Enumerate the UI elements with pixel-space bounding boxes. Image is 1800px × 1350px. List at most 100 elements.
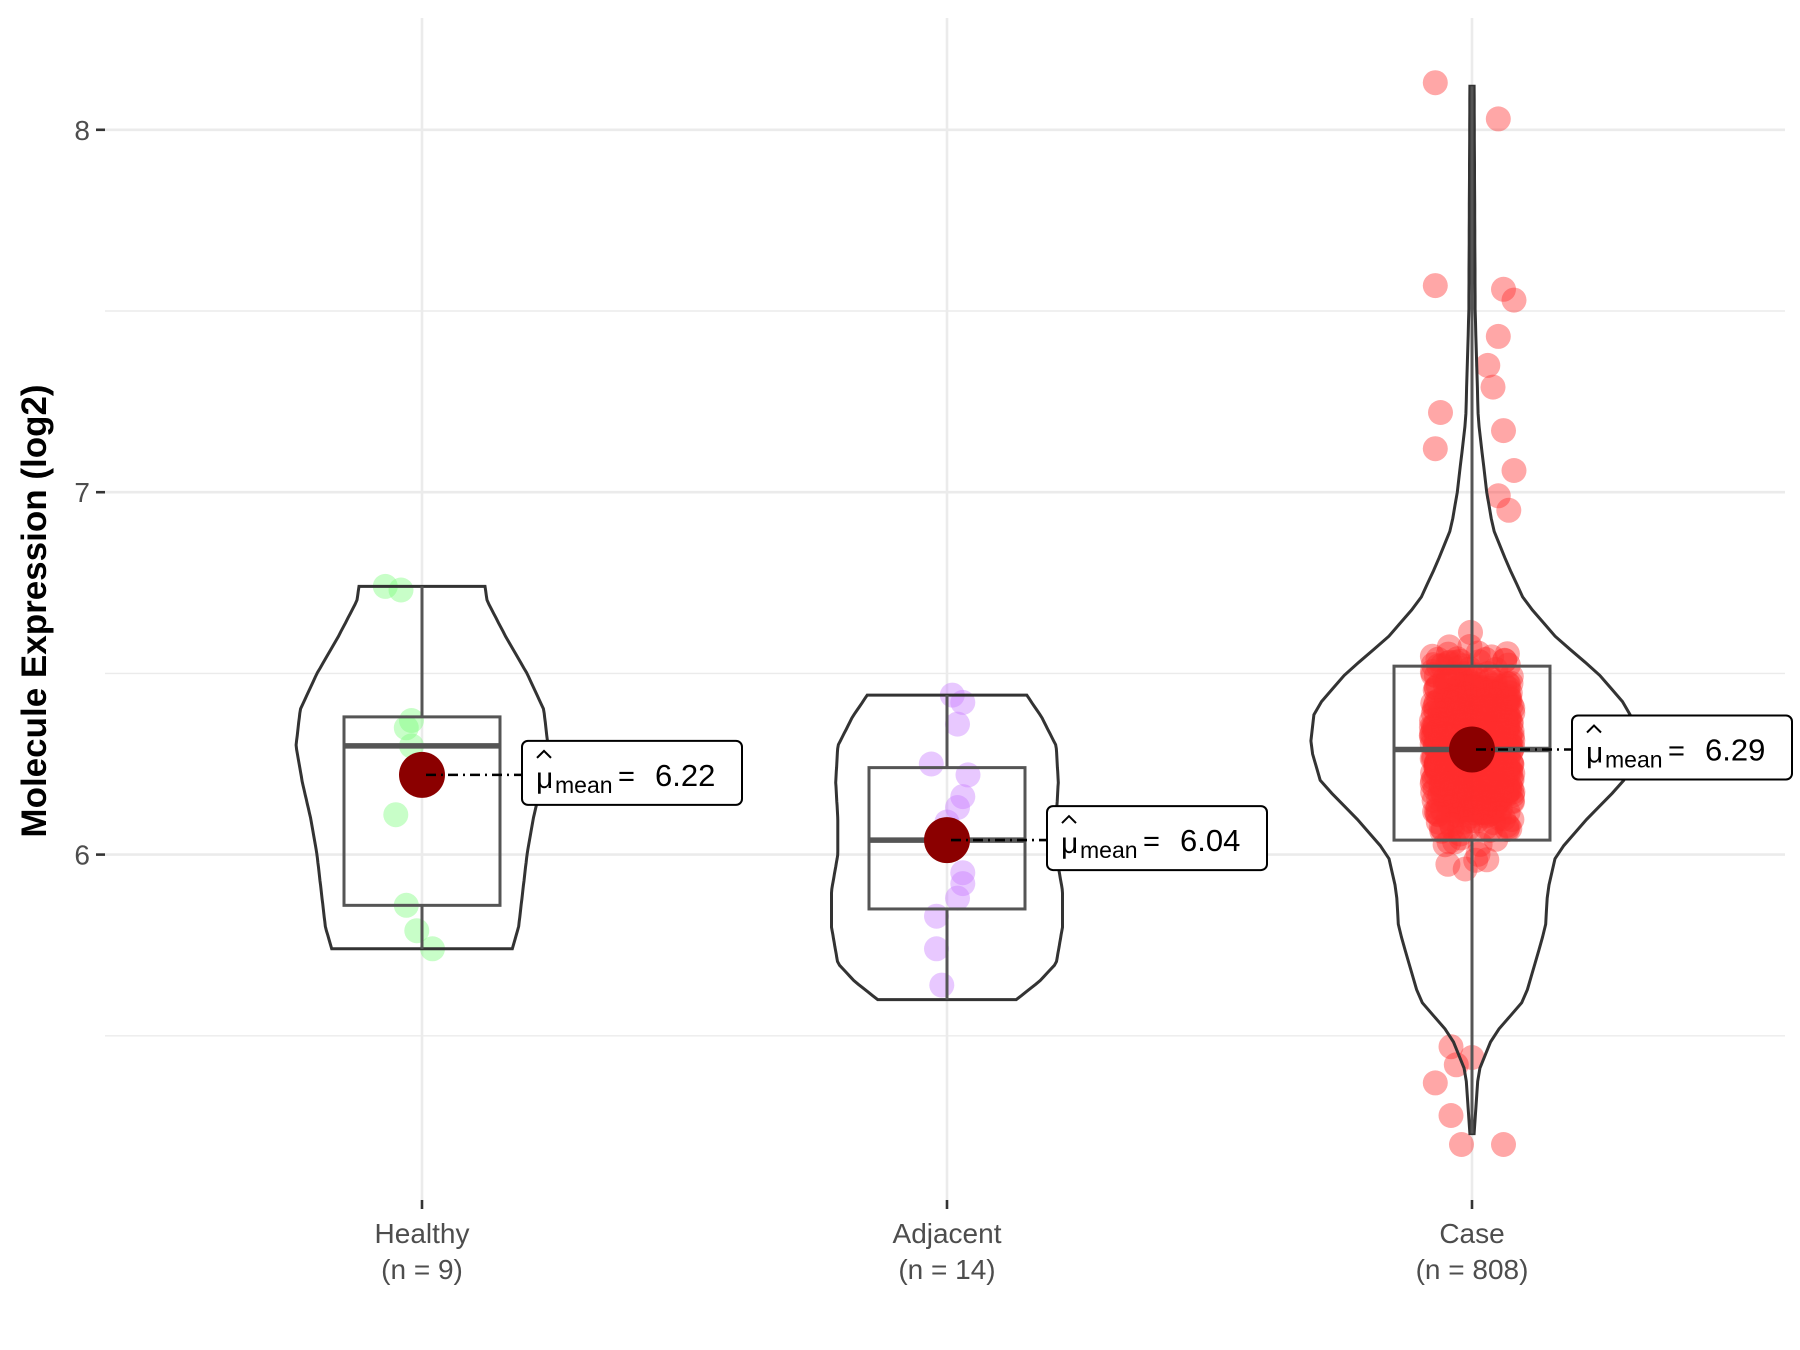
points [372, 573, 445, 962]
data-point [1447, 777, 1473, 802]
data-point [1472, 796, 1498, 822]
data-point [1463, 795, 1489, 821]
mu-symbol: μ [1586, 737, 1603, 770]
data-point [1455, 816, 1481, 842]
data-point [1434, 687, 1460, 713]
mean-point [1449, 726, 1495, 773]
data-point [1459, 791, 1485, 817]
data-point [1451, 681, 1477, 707]
data-point [1492, 747, 1518, 773]
data-point [1455, 772, 1481, 798]
data-point [1437, 689, 1463, 715]
data-point [1434, 711, 1460, 737]
data-point [1498, 750, 1524, 776]
data-point [1438, 812, 1464, 837]
data-point [1479, 783, 1504, 809]
data-point [1476, 695, 1502, 721]
data-point [1478, 685, 1503, 711]
data-point [1422, 734, 1448, 760]
data-point [1480, 709, 1506, 735]
data-point [1419, 643, 1445, 669]
y-axis-title: Molecule Expression (log2) [15, 384, 54, 837]
data-point [1443, 701, 1469, 727]
data-point [1451, 809, 1477, 835]
data-point [1422, 776, 1448, 802]
data-point [1473, 799, 1499, 825]
data-point [1491, 756, 1517, 782]
data-point [1490, 762, 1516, 788]
data-point [1478, 787, 1504, 813]
data-point [1457, 684, 1483, 710]
data-point [1489, 773, 1514, 799]
data-point [1466, 783, 1492, 809]
data-point [1437, 649, 1463, 675]
data-point [1499, 751, 1525, 777]
data-point [1434, 688, 1460, 714]
data-point [1428, 758, 1454, 783]
data-point [1440, 690, 1466, 716]
data-point [1462, 696, 1487, 722]
data-point [1427, 727, 1453, 752]
data-point [1476, 790, 1502, 816]
mean-annotation: μ mean = 6.29 [1571, 714, 1793, 781]
data-point [1443, 675, 1469, 701]
data-point [1485, 687, 1511, 713]
data-point [1498, 709, 1524, 735]
data-point [945, 711, 970, 737]
data-point [1490, 728, 1516, 753]
data-point [1481, 766, 1507, 792]
data-point [1453, 775, 1479, 800]
data-point [1487, 696, 1513, 722]
y-axis: 6 7 8 [74, 115, 105, 871]
data-point [1468, 674, 1494, 700]
data-point [1491, 722, 1517, 748]
data-point [1492, 762, 1518, 788]
data-point [1457, 797, 1483, 823]
data-point [1424, 739, 1450, 765]
mean-subscript: mean [555, 772, 613, 798]
data-point [1489, 762, 1515, 788]
data-point [1496, 689, 1522, 715]
data-point [1479, 799, 1505, 825]
data-point [1500, 782, 1525, 808]
data-point [1457, 797, 1483, 823]
data-point [1500, 728, 1526, 753]
data-point [1432, 707, 1458, 733]
data-point [1467, 781, 1493, 806]
data-point [1480, 374, 1506, 400]
mean-point [924, 817, 970, 864]
data-point [1465, 704, 1491, 730]
data-point [1478, 817, 1503, 843]
data-point [1445, 702, 1471, 728]
data-point [1429, 818, 1455, 844]
data-point [1485, 790, 1511, 816]
data-point [1482, 670, 1508, 695]
data-point [1435, 641, 1461, 667]
data-point [1498, 759, 1524, 785]
data-point [1471, 690, 1497, 716]
data-point [1419, 725, 1445, 751]
data-point [1482, 793, 1508, 819]
data-point [1432, 700, 1458, 726]
data-point [1429, 757, 1455, 783]
data-point [1435, 650, 1461, 676]
data-point [1422, 716, 1448, 742]
data-point [1426, 758, 1452, 784]
data-point [1496, 777, 1522, 803]
hat-symbol [1061, 814, 1077, 824]
data-point [1456, 786, 1482, 812]
data-point [924, 903, 949, 929]
y-tick-label: 8 [74, 115, 90, 146]
data-point [1497, 773, 1523, 799]
data-point [1485, 776, 1511, 802]
data-point [1435, 715, 1461, 741]
data-point [1457, 669, 1482, 695]
data-point [1485, 323, 1511, 349]
data-point [1465, 791, 1491, 817]
data-point [1496, 497, 1522, 523]
data-point [1419, 721, 1445, 747]
data-point [1435, 697, 1461, 723]
data-point [1426, 688, 1452, 714]
data-point [1425, 802, 1451, 828]
data-point [1432, 667, 1458, 693]
